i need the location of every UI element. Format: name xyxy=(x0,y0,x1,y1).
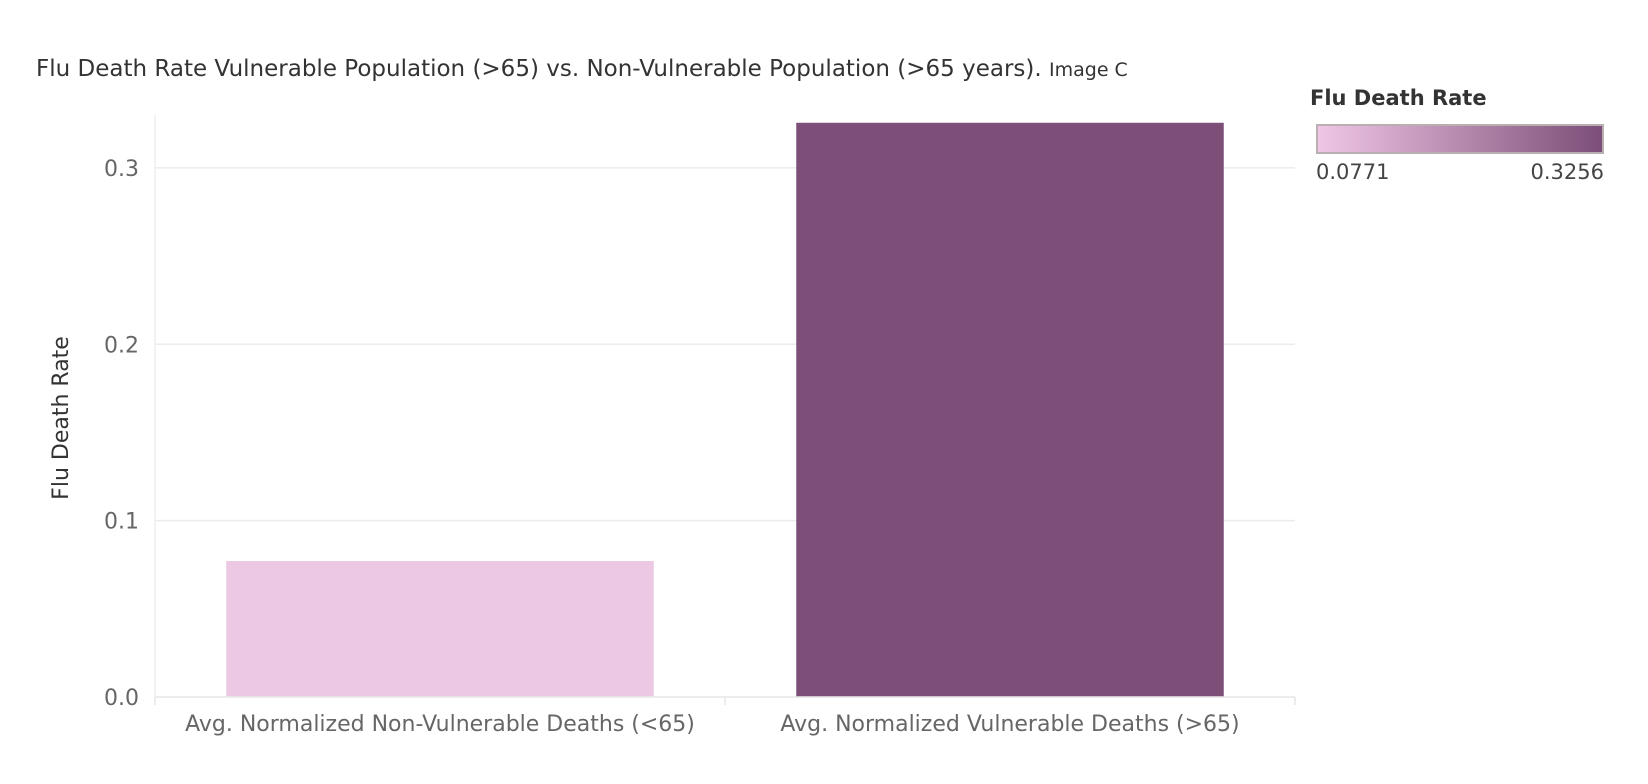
legend-max-label: 0.3256 xyxy=(1530,160,1604,184)
legend-title: Flu Death Rate xyxy=(1310,86,1487,110)
color-legend: Flu Death Rate 0.0771 0.3256 xyxy=(1310,86,1610,190)
y-axis-label: Flu Death Rate xyxy=(49,336,74,500)
y-tick-label: 0.1 xyxy=(104,510,139,535)
chart-title-suffix: Image C xyxy=(1049,59,1128,81)
bar xyxy=(226,561,654,697)
chart-title-text: Flu Death Rate Vulnerable Population (>6… xyxy=(36,56,1042,82)
legend-min-label: 0.0771 xyxy=(1316,160,1390,184)
y-tick-label: 0.3 xyxy=(104,157,139,182)
y-tick-label: 0.2 xyxy=(104,333,139,358)
x-category-label: Avg. Normalized Vulnerable Deaths (>65) xyxy=(780,712,1239,737)
y-tick-label: 0.0 xyxy=(104,686,139,711)
legend-gradient-bar xyxy=(1316,124,1604,154)
legend-labels: 0.0771 0.3256 xyxy=(1316,160,1604,190)
bar xyxy=(796,122,1224,697)
chart-title: Flu Death Rate Vulnerable Population (>6… xyxy=(36,56,1128,82)
x-category-label: Avg. Normalized Non-Vulnerable Deaths (<… xyxy=(185,712,695,737)
